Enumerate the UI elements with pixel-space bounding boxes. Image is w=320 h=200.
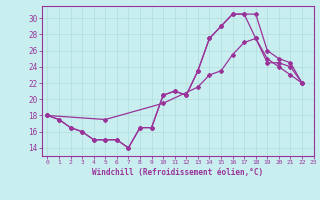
X-axis label: Windchill (Refroidissement éolien,°C): Windchill (Refroidissement éolien,°C) (92, 168, 263, 177)
